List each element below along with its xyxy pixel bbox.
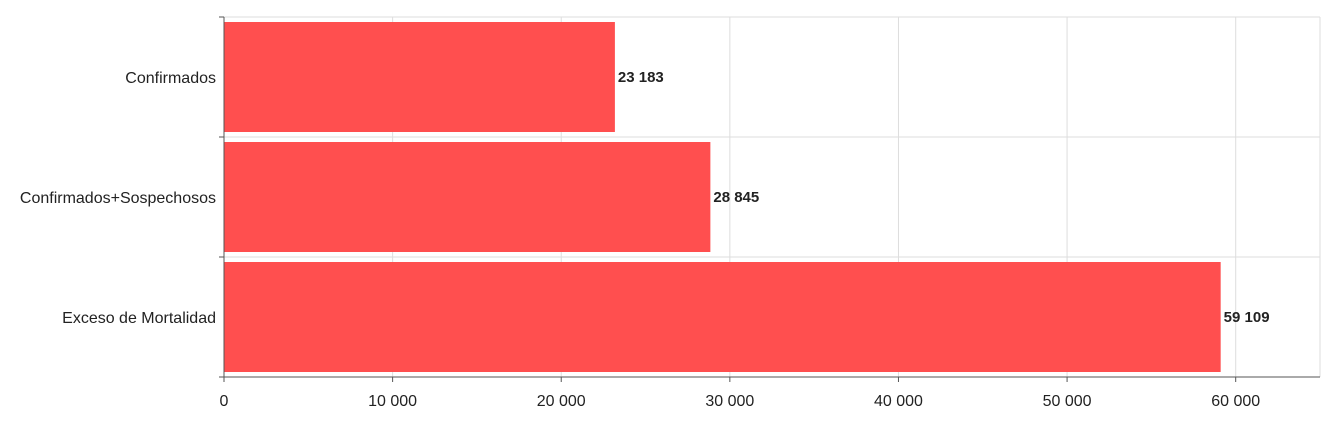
bars xyxy=(224,22,1221,372)
category-label: Confirmados+Sospechosos xyxy=(20,190,216,207)
axes xyxy=(219,16,1320,382)
bar xyxy=(224,142,711,252)
x-tick-label: 20 000 xyxy=(537,393,586,410)
x-tick-label: 10 000 xyxy=(368,393,417,410)
data-labels: 23 183 28 845 59 109 xyxy=(618,69,1270,326)
data-label: 28 845 xyxy=(713,189,759,206)
category-label: Confirmados xyxy=(125,70,216,87)
x-tick-label: 0 xyxy=(220,393,229,410)
data-label: 23 183 xyxy=(618,69,664,86)
x-tick-label: 50 000 xyxy=(1043,393,1092,410)
bar xyxy=(224,262,1221,372)
x-tick-labels: 0 10 000 20 000 30 000 40 000 50 000 60 000 xyxy=(220,393,1261,410)
bar xyxy=(224,22,615,132)
data-label: 59 109 xyxy=(1224,309,1270,326)
category-label: Exceso de Mortalidad xyxy=(62,310,216,327)
x-tick-label: 40 000 xyxy=(874,393,923,410)
x-tick-label: 60 000 xyxy=(1211,393,1260,410)
x-tick-label: 30 000 xyxy=(705,393,754,410)
category-labels: Confirmados Confirmados+Sospechosos Exceso… xyxy=(20,70,216,327)
